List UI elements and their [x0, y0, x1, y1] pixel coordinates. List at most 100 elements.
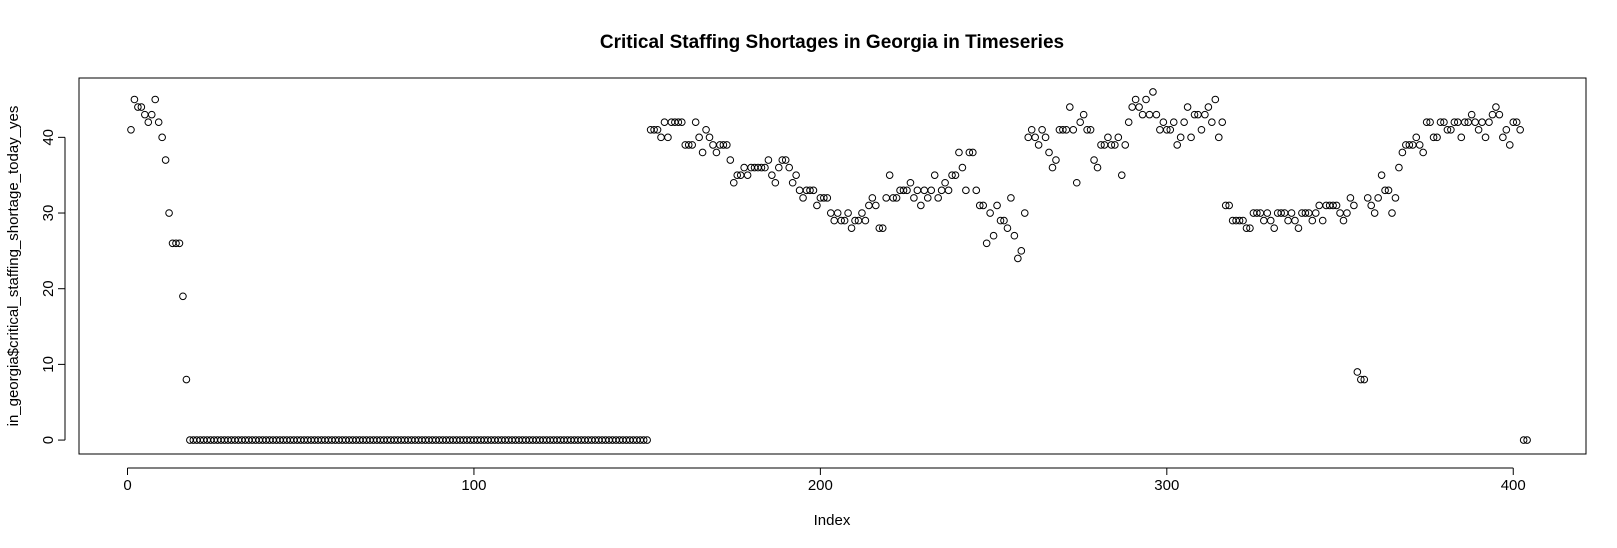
data-point	[1315, 201, 1324, 210]
data-point	[899, 186, 908, 195]
data-point	[1038, 125, 1046, 134]
data-point	[1495, 110, 1504, 119]
data-point	[1083, 125, 1091, 134]
data-point	[1509, 118, 1518, 126]
data-point	[1499, 133, 1507, 142]
data-point	[1034, 141, 1043, 149]
data-point	[923, 194, 932, 202]
data-point	[878, 224, 887, 232]
data-point	[1239, 216, 1247, 225]
data-point	[1090, 156, 1098, 164]
data-point	[795, 186, 804, 195]
data-point	[1419, 148, 1427, 157]
data-point	[1415, 141, 1424, 149]
data-point	[993, 201, 1001, 210]
data-point	[1277, 209, 1285, 217]
data-point	[1048, 163, 1057, 172]
data-point	[1045, 148, 1053, 157]
data-point	[1516, 125, 1524, 134]
data-point	[806, 186, 814, 195]
data-point	[979, 201, 988, 210]
data-point	[729, 178, 738, 187]
data-point	[1363, 194, 1372, 202]
data-point	[660, 118, 669, 126]
data-point	[688, 141, 696, 149]
data-point	[127, 125, 135, 134]
data-point	[823, 194, 832, 202]
data-point	[1000, 216, 1008, 225]
data-point	[1346, 194, 1355, 202]
y-tick-label: 10	[40, 356, 57, 373]
data-point	[1301, 209, 1310, 217]
data-point	[761, 163, 769, 172]
data-point	[1059, 125, 1067, 134]
data-point	[1007, 194, 1015, 202]
data-point	[1270, 224, 1279, 232]
data-point	[1117, 171, 1126, 179]
data-point	[1339, 216, 1348, 225]
data-point	[1093, 163, 1102, 172]
data-point	[1201, 110, 1209, 119]
data-point	[809, 186, 818, 195]
data-point	[1398, 148, 1407, 157]
data-point	[1336, 209, 1344, 217]
data-point	[1512, 118, 1521, 126]
data-point	[1214, 133, 1223, 142]
data-point	[865, 201, 873, 210]
data-point	[903, 186, 911, 195]
data-point	[1017, 247, 1026, 255]
plot-frame	[78, 77, 1587, 455]
data-point	[847, 224, 856, 232]
data-point	[137, 103, 146, 111]
data-point	[1052, 156, 1060, 164]
data-point	[134, 103, 142, 111]
data-point	[1505, 141, 1514, 149]
data-point	[1443, 125, 1452, 134]
data-point	[664, 133, 672, 142]
data-point	[172, 239, 180, 248]
data-point	[1422, 118, 1431, 126]
data-point	[1066, 103, 1074, 111]
data-point	[1163, 125, 1171, 134]
data-point	[1079, 110, 1088, 119]
data-point	[1124, 118, 1133, 126]
data-point	[941, 178, 949, 187]
data-points	[127, 88, 1531, 444]
data-point	[965, 148, 974, 157]
x-axis-label: Index	[814, 512, 851, 529]
data-point	[875, 224, 884, 232]
data-point	[1169, 118, 1178, 126]
data-point	[1121, 141, 1130, 149]
data-point	[1190, 110, 1199, 119]
data-point	[179, 292, 187, 301]
data-point	[130, 95, 139, 104]
data-point	[1263, 209, 1272, 217]
data-point	[165, 209, 173, 217]
data-point	[1381, 186, 1389, 195]
data-point	[906, 178, 915, 187]
data-point	[1031, 133, 1039, 142]
data-point	[161, 156, 170, 164]
data-point	[712, 148, 721, 157]
data-point	[1086, 125, 1095, 134]
data-point	[1104, 133, 1112, 142]
y-tick-label: 30	[40, 205, 57, 222]
data-point	[1353, 368, 1362, 376]
y-tick-label: 40	[40, 129, 57, 146]
data-point	[813, 201, 821, 210]
data-point	[1225, 201, 1233, 210]
data-point	[917, 201, 925, 210]
data-point	[913, 186, 922, 195]
data-point	[889, 194, 897, 202]
data-point	[872, 201, 880, 210]
data-point	[1360, 375, 1369, 384]
data-point	[1460, 118, 1469, 126]
data-point	[910, 194, 918, 202]
data-point	[1478, 118, 1486, 126]
data-point	[695, 133, 703, 142]
data-point	[147, 110, 156, 119]
data-point	[1294, 224, 1303, 232]
data-point	[1020, 209, 1029, 217]
data-point	[653, 125, 662, 134]
